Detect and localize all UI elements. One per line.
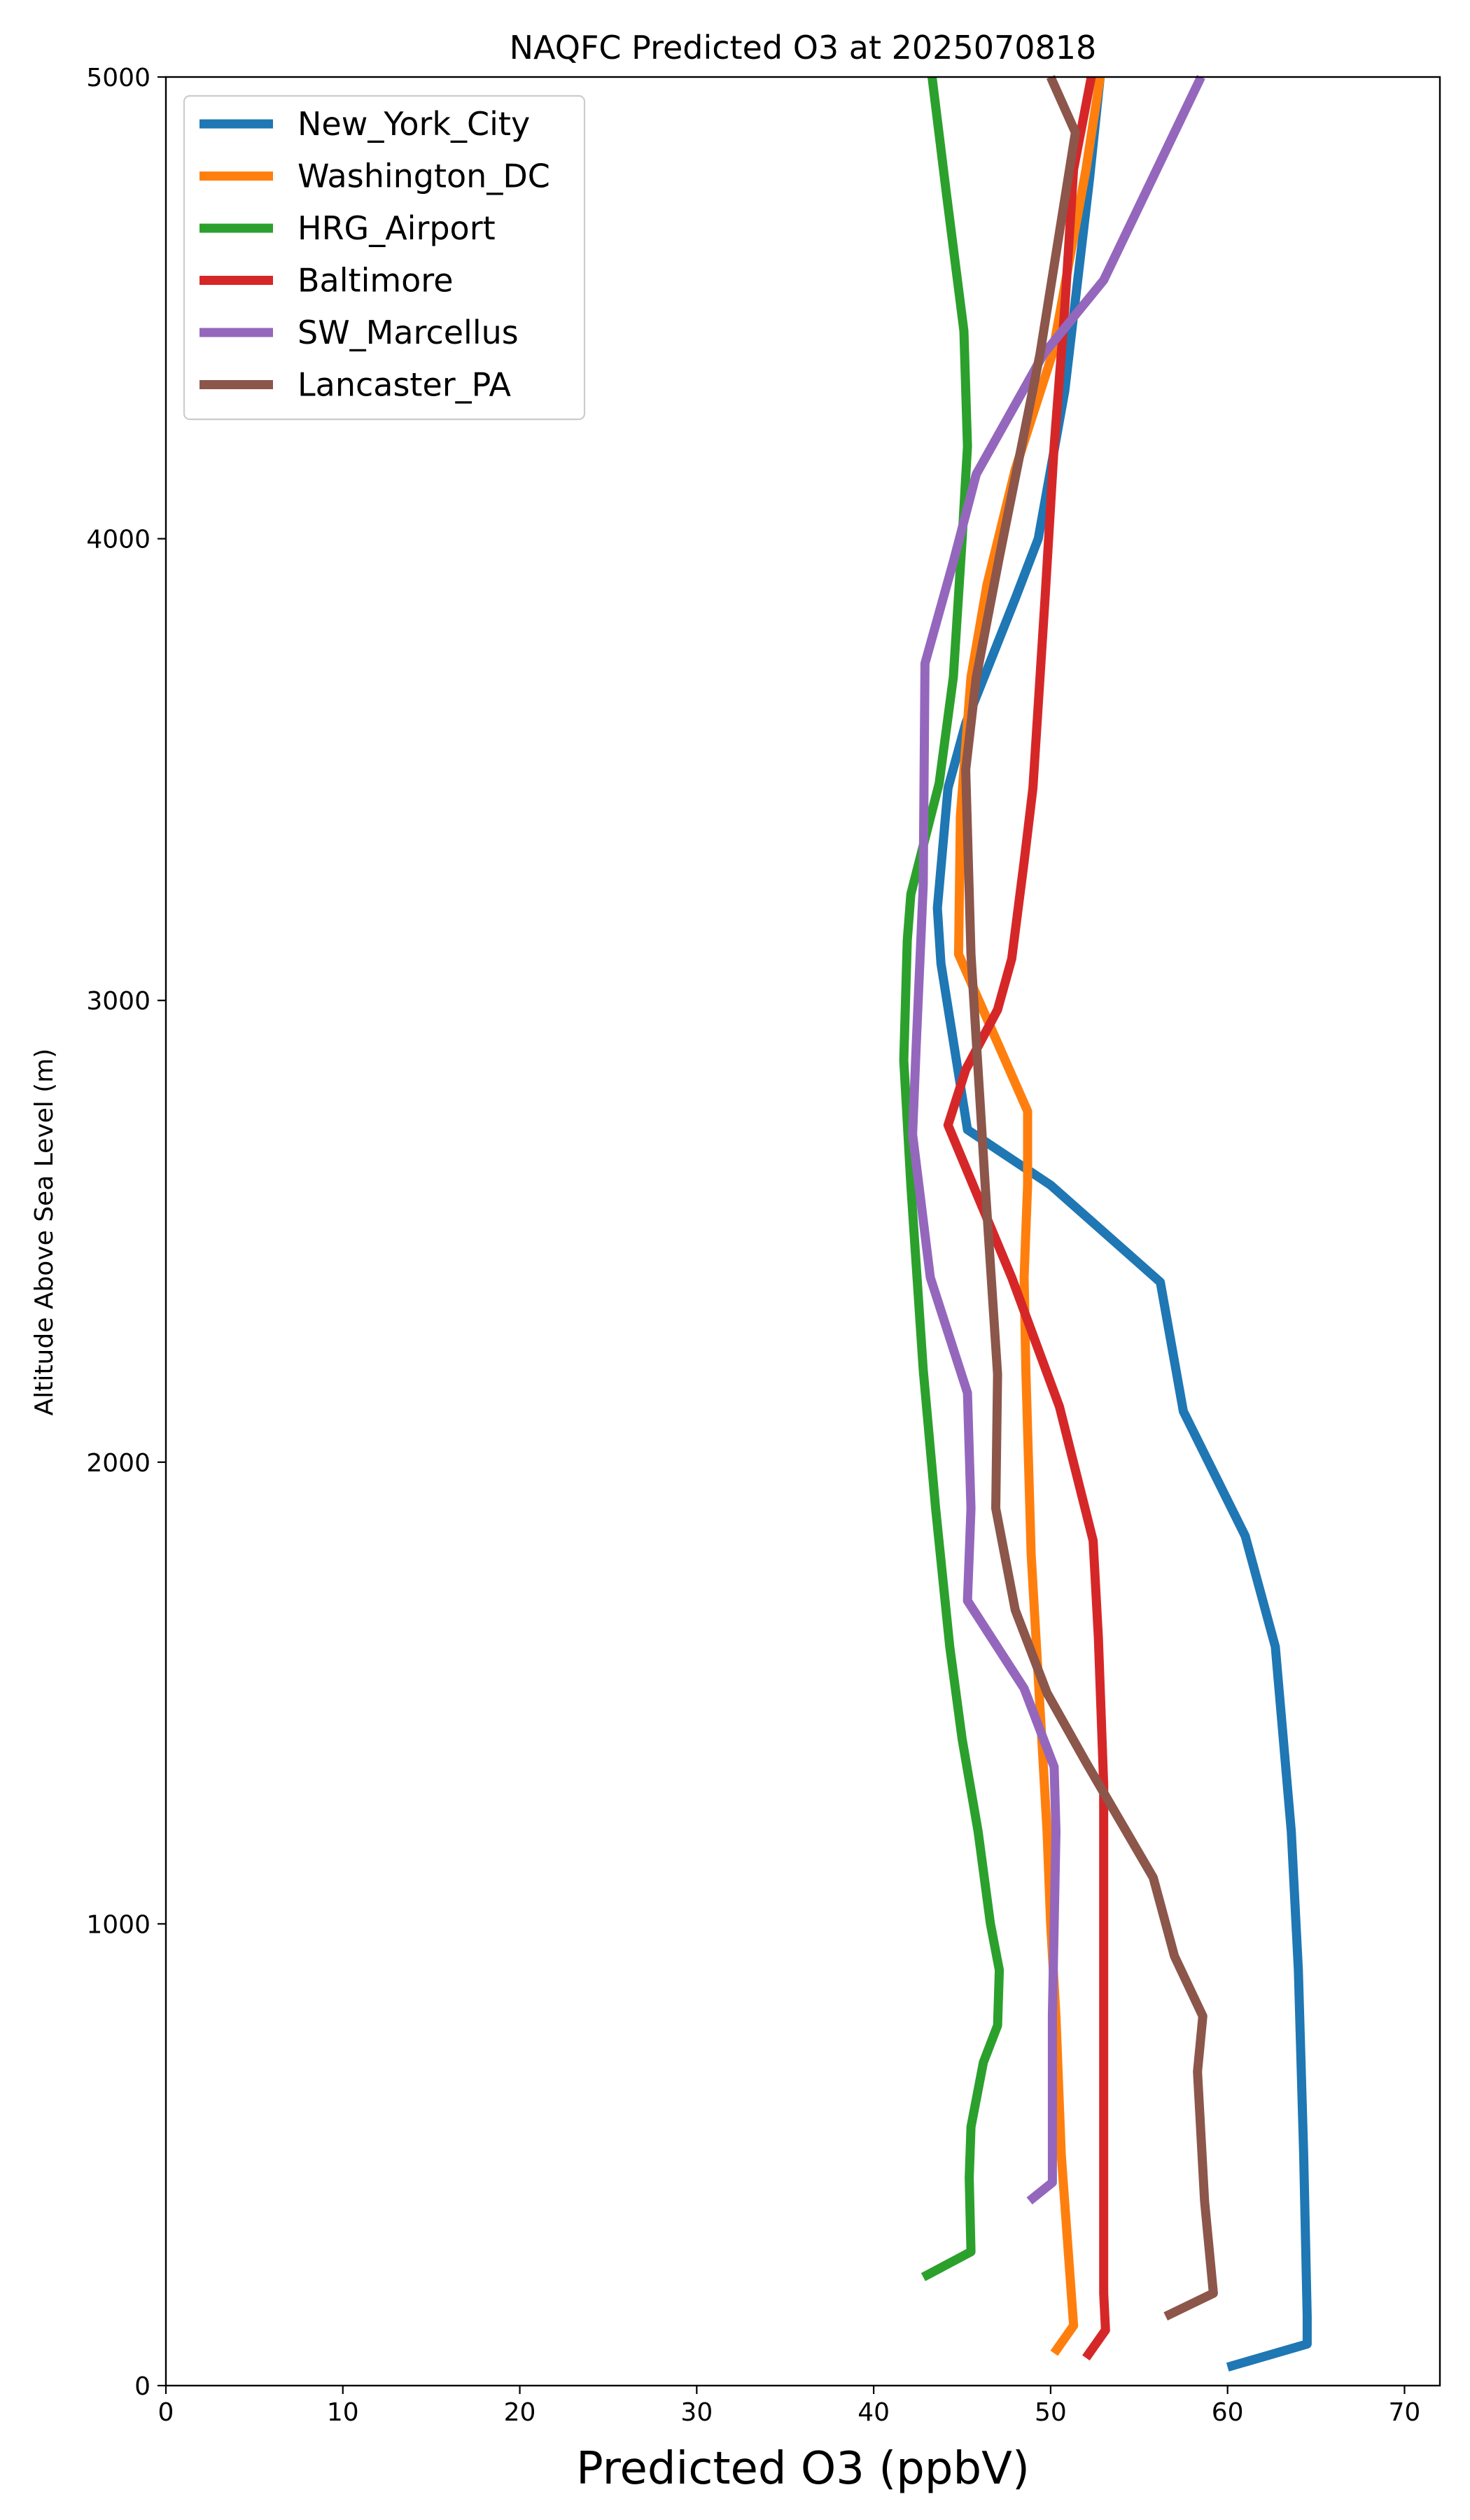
x-tick-label: 10 (327, 2398, 359, 2427)
legend-frame (183, 94, 586, 421)
x-tick-label: 50 (1035, 2398, 1067, 2427)
x-tick-label: 70 (1389, 2398, 1421, 2427)
x-axis-label: Predicted O3 (ppbV) (576, 2443, 1030, 2495)
y-axis: 0 1000 2000 3000 4000 5000 (86, 64, 166, 2401)
x-tick-label: 40 (858, 2398, 890, 2427)
y-tick-label: 1000 (86, 1910, 150, 1939)
series-line-new-york-city (932, 76, 1312, 2372)
series-line-sw-marcellus (908, 75, 1205, 2205)
legend-label-sw-marcellus: SW_Marcellus (298, 314, 519, 351)
series-layer (899, 75, 1312, 2372)
x-tick-label: 60 (1212, 2398, 1244, 2427)
legend: New_York_City Washington_DC HRG_Airport Bal… (183, 94, 586, 421)
x-axis: 0 10 20 30 40 50 60 70 (158, 2386, 1421, 2427)
series-line-lancaster-pa (961, 75, 1218, 2320)
x-tick-label: 30 (680, 2398, 713, 2427)
y-axis-label: Altitude Above Sea Level (m) (30, 1049, 59, 1416)
y-tick-label: 3000 (86, 987, 150, 1016)
legend-label-hrg-airport: HRG_Airport (298, 209, 496, 247)
legend-label-washington-dc: Washington_DC (298, 158, 550, 195)
x-tick-label: 0 (158, 2398, 174, 2427)
x-tick-label: 20 (504, 2398, 536, 2427)
axes-frame (164, 76, 1441, 2387)
legend-label-new-york-city: New_York_City (298, 105, 530, 143)
y-tick-label: 2000 (86, 1449, 150, 1478)
y-tick-label: 4000 (86, 526, 150, 554)
legend-label-baltimore: Baltimore (298, 262, 454, 300)
legend-label-lancaster-pa: Lancaster_PA (298, 366, 511, 404)
chart-title: NAQFC Predicted O3 at 2025070818 (510, 29, 1097, 66)
y-tick-label: 0 (134, 2372, 150, 2401)
series-line-baltimore (943, 76, 1110, 2361)
y-tick-label: 5000 (86, 64, 150, 92)
